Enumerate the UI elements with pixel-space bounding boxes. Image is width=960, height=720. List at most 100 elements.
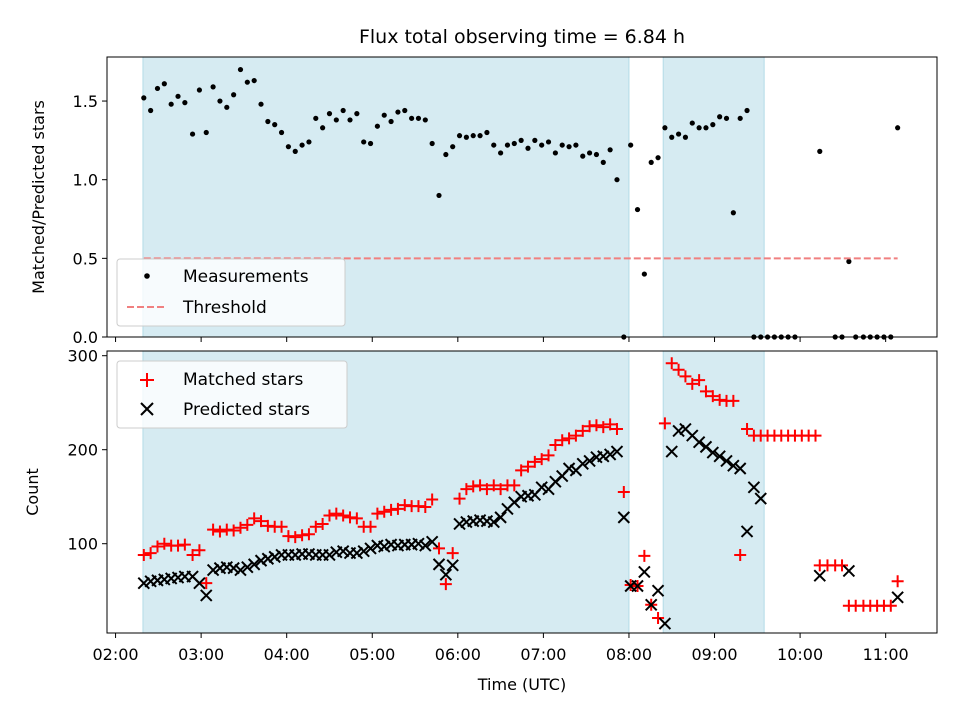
matched-stars-point-59 <box>535 453 548 466</box>
y-axis-ticks: 100 200 300 <box>67 347 107 554</box>
y-tick-label-2: 0.5 <box>73 249 98 268</box>
matched-stars-point-1 <box>137 548 150 561</box>
measurements-point-11 <box>210 84 216 90</box>
matched-stars-point-110 <box>884 599 897 612</box>
measurements-point-60 <box>545 139 552 145</box>
matched-stars-point-17 <box>248 512 261 525</box>
x-tick-label-7: 08:00 <box>606 645 652 664</box>
measurements-point-72 <box>628 142 634 148</box>
matched-stars-point-50 <box>474 479 487 492</box>
matched-stars-point-9 <box>193 544 206 557</box>
legend: Matched stars Predicted stars <box>116 360 348 429</box>
matched-stars-point-60 <box>542 449 555 462</box>
y-tick-label-3: 1.0 <box>73 171 98 190</box>
matched-stars-point-36 <box>378 505 391 518</box>
predicted-stars-point-53 <box>494 511 507 524</box>
y-axis-label: Matched/Predicted stars <box>29 100 48 294</box>
measurements-point-38 <box>395 109 401 115</box>
matched-stars-point-4 <box>158 537 171 550</box>
matched-stars-point-3 <box>151 540 164 553</box>
predicted-stars-point-93 <box>842 564 856 578</box>
measurements-point-43 <box>429 140 435 147</box>
predicted-stars-point-28 <box>323 548 336 562</box>
x-tick-label-8: 09:00 <box>691 645 737 664</box>
measurements-point-33 <box>361 139 367 145</box>
predicted-stars-point-10 <box>200 589 213 602</box>
matched-stars-point-80 <box>679 370 692 383</box>
measurements-point-6 <box>175 93 181 99</box>
measurements-point-27 <box>320 125 326 131</box>
measurements-point-39 <box>402 107 408 114</box>
predicted-stars-point-66 <box>583 454 596 468</box>
legend-marker-matched <box>140 373 154 387</box>
matched-stars-point-10 <box>200 577 213 590</box>
predicted-stars-point-65 <box>576 457 589 471</box>
measurements-point-58 <box>532 137 538 143</box>
measurements-point-107 <box>895 125 901 131</box>
measurements-point-47 <box>456 133 463 139</box>
legend-label-matched: Matched stars <box>183 370 303 390</box>
predicted-stars-point-92 <box>813 569 826 582</box>
measurements-point-10 <box>203 129 209 136</box>
predicted-stars-point-76 <box>651 584 665 597</box>
predicted-stars-point-90 <box>747 481 761 494</box>
predicted-stars-point-88 <box>733 462 747 475</box>
measurements-point-23 <box>292 148 298 154</box>
matched-stars-point-29 <box>330 507 343 520</box>
matched-stars-point-74 <box>638 549 651 562</box>
y-tick-label-3: 300 <box>67 347 98 366</box>
measurements-point-54 <box>504 142 511 148</box>
matched-stars-point-43 <box>426 493 439 506</box>
measurements-point-37 <box>388 118 394 125</box>
measurements-point-26 <box>313 115 319 121</box>
matched-stars-point-76 <box>652 611 665 624</box>
legend-label-measurements: Measurements <box>183 267 309 287</box>
y-tick-label-4: 1.5 <box>73 92 98 111</box>
predicted-stars-point-43 <box>425 535 439 549</box>
measurements-point-74 <box>641 271 647 277</box>
measurements-point-13 <box>224 104 230 110</box>
matched-stars-point-111 <box>891 575 904 588</box>
legend: Measurements Threshold <box>116 258 346 327</box>
legend-marker-predicted <box>140 402 154 416</box>
x-tick-label-5: 06:00 <box>435 645 481 664</box>
matched-stars-point-15 <box>234 521 247 534</box>
measurements-point-61 <box>552 150 558 156</box>
measurements-point-16 <box>244 79 250 85</box>
measurements-point-4 <box>161 81 167 87</box>
matched-stars-point-11 <box>207 523 220 536</box>
y-axis-ticks: 0.0 0.5 1.0 1.5 <box>73 92 107 347</box>
measurements-point-50 <box>477 133 483 139</box>
matched-stars-point-78 <box>665 357 678 370</box>
matched-stars-point-46 <box>446 547 459 560</box>
measurements-point-25 <box>306 139 312 145</box>
measurements-point-63 <box>566 144 572 150</box>
star-count-panel: 100 200 300 02:00 03:00 04:00 05:00 06:00 07:00… <box>23 347 938 694</box>
predicted-stars-point-74 <box>638 565 651 579</box>
matched-stars-point-52 <box>487 479 500 492</box>
measurements-point-2 <box>148 107 154 114</box>
matched-stars-point-28 <box>323 509 336 522</box>
measurements-point-75 <box>648 159 654 165</box>
matched-stars-point-16 <box>241 518 254 531</box>
matched-stars-point-38 <box>391 502 404 515</box>
measurements-point-12 <box>217 98 223 104</box>
predicted-stars-point-87 <box>727 459 740 472</box>
measurements-point-35 <box>374 123 380 129</box>
matched-stars-point-57 <box>521 460 534 473</box>
matched-stars-point-62 <box>556 434 569 447</box>
measurements-point-81 <box>689 120 695 126</box>
matched-stars-point-87 <box>727 394 740 407</box>
predicted-stars-point-84 <box>706 446 720 459</box>
measurements-point-20 <box>272 122 278 128</box>
measurements-point-62 <box>559 142 565 148</box>
predicted-stars-point-82 <box>692 435 706 449</box>
measurements-point-21 <box>278 129 285 136</box>
measurements-point-87 <box>730 210 736 216</box>
measurements-point-51 <box>484 129 490 136</box>
matched-stars-point-71 <box>617 486 630 498</box>
legend-label-predicted: Predicted stars <box>183 400 310 420</box>
plot-frame <box>106 350 938 634</box>
measurements-point-9 <box>196 87 203 93</box>
measurements-point-80 <box>682 134 689 140</box>
